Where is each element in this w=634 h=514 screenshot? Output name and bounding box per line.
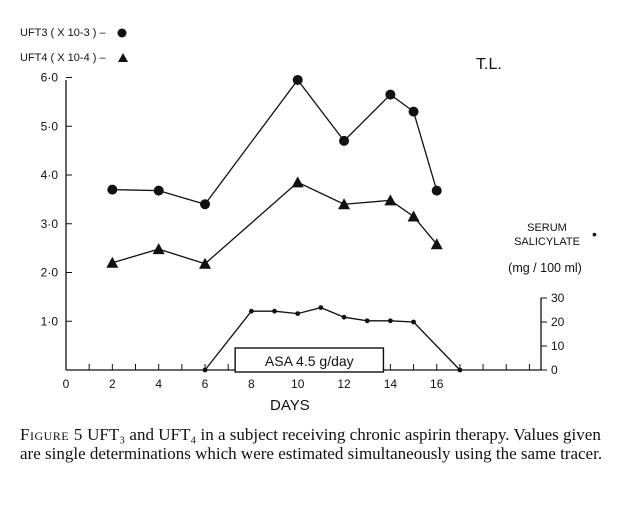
salicylate-point	[411, 319, 416, 325]
uft3-point	[339, 135, 350, 146]
right-tick-label: 20	[551, 315, 565, 329]
serum-salicylate-label: SERUM SALICYLATE • (mg / 100 ml)	[508, 222, 597, 275]
y-tick-label: 4·0	[41, 168, 59, 182]
salicylate-point	[341, 314, 347, 320]
uft3-point	[107, 184, 118, 195]
uft4-point	[106, 256, 119, 268]
treatment-box-label: ASA 4.5 g/day	[265, 353, 354, 369]
uft3-point	[385, 89, 396, 100]
salicylate-point	[364, 318, 370, 324]
y-ticks: 1·0 2·0 3·0 4·0 5·0 6·0	[41, 71, 72, 328]
right-tick-label: 30	[551, 291, 565, 305]
x-tick-label: 16	[430, 377, 444, 391]
caption-lead: Figure 5	[20, 425, 83, 444]
right-tick-label: 10	[551, 339, 565, 353]
uft4-point	[152, 243, 165, 255]
uft3-point	[153, 185, 164, 196]
uft3-point	[200, 199, 211, 210]
y-tick-label: 5·0	[41, 119, 59, 133]
x-tick-label: 10	[291, 377, 305, 391]
uft4-point	[430, 238, 443, 250]
x-tick-label: 6	[202, 377, 209, 391]
uft3-point	[292, 74, 303, 85]
legend-triangle-marker	[118, 53, 128, 62]
right-tick-label: 0	[551, 363, 558, 377]
salicylate-point	[318, 305, 324, 310]
legend-uft3-label: UFT3 ( X 10-3 ) –	[20, 27, 106, 39]
salicylate-point	[457, 367, 463, 373]
x-tick-label: 0	[63, 377, 70, 391]
series-layer	[106, 74, 463, 373]
uft4-point	[338, 198, 351, 210]
treatment-box: ASA 4.5 g/day	[234, 347, 385, 373]
right-axis-units: (mg / 100 ml)	[508, 261, 582, 275]
uft4-point	[291, 176, 304, 188]
x-tick-label: 14	[384, 377, 398, 391]
legend-circle-marker	[117, 28, 127, 38]
x-axis-label: DAYS	[270, 397, 310, 414]
salicylate-point	[202, 367, 208, 373]
uft3-point	[408, 106, 419, 117]
figure-caption: Figure 5 UFT₃ and UFT₄ in a subject rece…	[20, 425, 620, 463]
x-tick-label: 12	[337, 377, 351, 391]
y-tick-label: 2·0	[41, 266, 59, 280]
uft4-point	[199, 257, 212, 269]
salicylate-bullet: •	[592, 226, 597, 242]
chart: UFT3 ( X 10-3 ) – UFT4 ( X 10-4 ) – T.L.…	[20, 27, 597, 414]
legend-uft4-label: UFT4 ( X 10-4 ) –	[20, 52, 106, 64]
right-axis-label-line1: SERUM	[527, 222, 567, 234]
y-tick-label: 3·0	[41, 217, 59, 231]
x-tick-label: 8	[248, 377, 255, 391]
subject-initials: T.L.	[476, 56, 502, 73]
right-axis-label-line2: SALICYLATE	[514, 236, 580, 248]
salicylate-line	[204, 306, 461, 371]
uft3-point	[431, 185, 442, 196]
salicylate-point	[295, 311, 301, 316]
x-tick-label: 4	[155, 377, 162, 391]
uft4-point	[384, 194, 397, 206]
uft4-line	[112, 181, 438, 265]
right-axis-ticks: 0 10 20 30	[541, 291, 565, 377]
legend: UFT3 ( X 10-3 ) – UFT4 ( X 10-4 ) –	[20, 27, 128, 64]
y-tick-label: 1·0	[41, 314, 59, 328]
salicylate-point	[272, 308, 277, 314]
caption-text: UFT₃ and UFT₄ in a subject receiving chr…	[20, 425, 603, 463]
y-tick-label: 6·0	[41, 71, 59, 85]
treatment-box-frame	[234, 347, 385, 373]
x-tick-label: 2	[109, 377, 116, 391]
salicylate-point	[387, 318, 393, 324]
salicylate-point	[248, 308, 254, 314]
uft4-point	[407, 210, 420, 222]
